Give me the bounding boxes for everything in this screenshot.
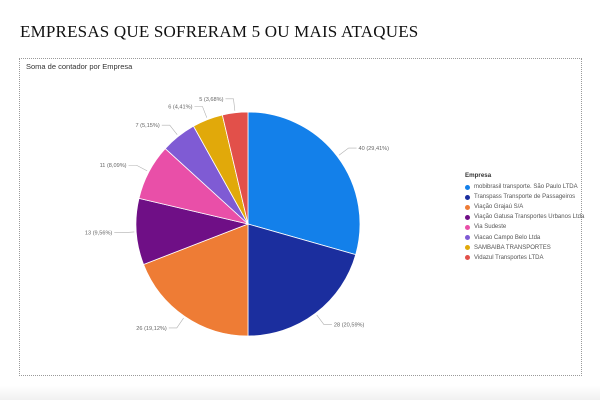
leader-line-5: [128, 164, 148, 172]
data-label-1: 40 (29,41%): [359, 146, 390, 152]
legend-item-7[interactable]: SAMBAIBA TRANSPORTES: [465, 243, 584, 253]
pie-chart[interactable]: 40 (29,41%) 28 (20,59%) 26 (19,12%) 13 (9,5…: [20, 59, 581, 375]
legend-label: Transpass Transporte de Passageiros: [474, 194, 576, 201]
chart-title: Soma de contador por Empresa: [26, 62, 133, 71]
legend-marker-icon: [465, 204, 470, 210]
pie-slice-3[interactable]: [143, 223, 249, 337]
legend-label: SAMBAIBA TRANSPORTES: [474, 244, 551, 251]
legend-marker-icon: [465, 255, 470, 261]
data-label-7: 6 (4,41%): [168, 105, 192, 111]
leader-line-7: [194, 106, 208, 118]
page-title: EMPRESAS QUE SOFRERAM 5 OU MAIS ATAQUES: [20, 22, 419, 41]
legend-title: Empresa: [465, 172, 492, 179]
leader-line-1: [338, 147, 357, 156]
legend-marker-icon: [465, 184, 470, 190]
pie-slice-1[interactable]: [247, 111, 361, 256]
legend-item-8[interactable]: Vidazul Transportes LTDA: [465, 253, 584, 263]
legend-item-4[interactable]: Viação Gatusa Transportes Urbanos Ltda: [465, 212, 584, 222]
page-footer-shade: [0, 386, 600, 400]
leader-line-2: [316, 314, 332, 325]
data-label-3: 26 (19,12%): [136, 326, 167, 332]
legend-item-3[interactable]: Viação Grajaú S/A: [465, 202, 584, 212]
legend-item-6[interactable]: Viacao Campo Belo Ltda: [465, 232, 584, 242]
data-label-8: 5 (3,68%): [199, 97, 223, 103]
legend-label: Viação Grajaú S/A: [474, 204, 524, 211]
pie-slice-8[interactable]: [221, 111, 249, 225]
data-label-5: 11 (8,09%): [100, 163, 127, 169]
leader-line-4: [114, 231, 135, 234]
legend-marker-icon: [465, 194, 470, 200]
legend-label: Viação Gatusa Transportes Urbanos Ltda: [474, 214, 585, 221]
legend-marker-icon: [465, 245, 470, 251]
pie-slice-2[interactable]: [247, 223, 357, 337]
legend-marker-icon: [465, 214, 470, 220]
data-label-2: 28 (20,59%): [334, 323, 365, 329]
leader-line-6: [161, 124, 178, 135]
pie-chart-visual[interactable]: Soma de contador por Empresa 40 (29,41%)…: [19, 58, 584, 376]
legend-label: mobibrasil transporte. São Paulo LTDA: [474, 184, 578, 191]
legend-label: Via Sudeste: [474, 224, 507, 231]
legend-item-1[interactable]: mobibrasil transporte. São Paulo LTDA: [465, 182, 584, 192]
legend: Empresa mobibrasil transporte. São Paulo…: [465, 172, 584, 263]
data-label-4: 13 (9,56%): [85, 231, 112, 237]
legend-marker-icon: [465, 235, 470, 241]
leader-line-8: [225, 98, 236, 111]
legend-item-5[interactable]: Via Sudeste: [465, 222, 584, 232]
legend-item-2[interactable]: Transpass Transporte de Passageiros: [465, 192, 584, 202]
legend-label: Viacao Campo Belo Ltda: [474, 234, 541, 241]
legend-label: Vidazul Transportes LTDA: [474, 254, 544, 261]
data-label-6: 7 (5,15%): [136, 123, 160, 129]
leader-line-3: [168, 317, 184, 329]
legend-marker-icon: [465, 224, 470, 230]
